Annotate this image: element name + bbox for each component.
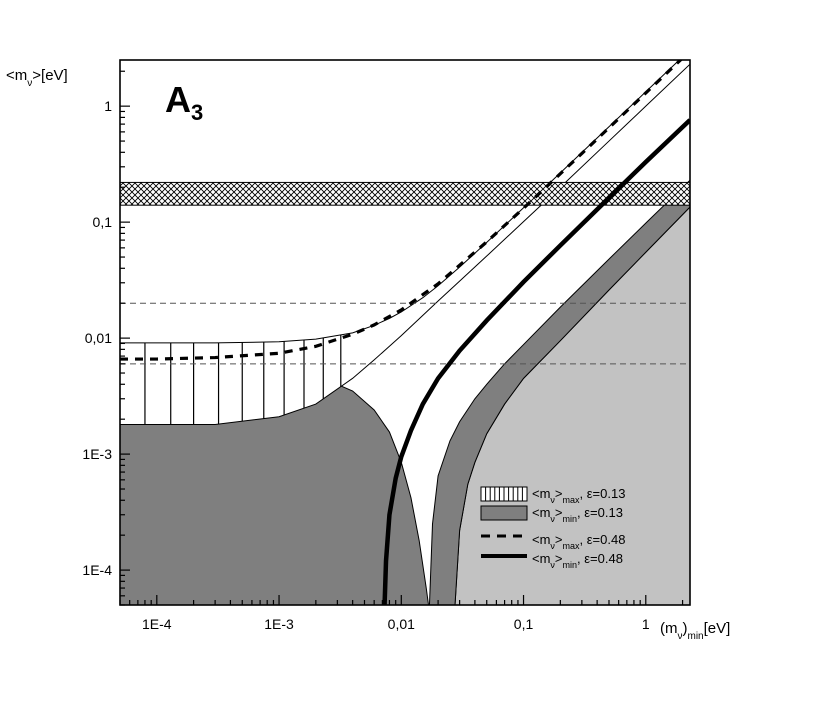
series-max-0.13-band [120, 60, 690, 425]
y-tick-label: 0,1 [93, 214, 113, 230]
y-tick-label: 1E-4 [82, 562, 112, 578]
plot-area [120, 60, 690, 605]
x-tick-label: 0,1 [514, 616, 534, 632]
panel-label: A3 [165, 79, 203, 125]
y-axis-label: <mν>[eV] [6, 67, 68, 89]
legend-entry-2: <mν>max, ε=0.48 [532, 532, 625, 551]
x-axis-label: (mν)min[eV] [660, 620, 730, 642]
legend-swatch-dark [480, 505, 528, 521]
x-tick-label: 1 [642, 616, 650, 632]
excluded-band [120, 181, 690, 206]
y-tick-label: 1 [104, 98, 112, 114]
legend-swatch-hatched [480, 486, 528, 502]
labels-layer: 1E-4 1E-3 0,01 0,1 1 1E-4 1E-3 0,01 0,1 1 <mν>[eV]… [6, 67, 730, 642]
legend-entry-0: <mν>max, ε=0.13 [532, 486, 625, 505]
ticks-layer [119, 70, 684, 606]
y-tick-label: 1E-3 [82, 446, 112, 462]
y-tick-label: 0,01 [85, 330, 112, 346]
x-tick-label: 1E-3 [264, 616, 294, 632]
legend-entry-1: <mν>min, ε=0.13 [532, 505, 623, 524]
series-max-0.48 [120, 60, 683, 361]
frame-layer [119, 59, 691, 606]
series-max-0.13-lower [120, 63, 690, 425]
plot-frame [119, 59, 691, 606]
dark-region-right [428, 179, 690, 605]
legend: <mν>max, ε=0.13<mν>min, ε=0.13 <mν>max, ε… [480, 486, 625, 570]
x-tick-label: 0,01 [388, 616, 415, 632]
x-tick-label: 1E-4 [142, 616, 172, 632]
series-min-0.48 [382, 118, 690, 605]
legend-entry-3: <mν>min, ε=0.48 [532, 551, 623, 570]
